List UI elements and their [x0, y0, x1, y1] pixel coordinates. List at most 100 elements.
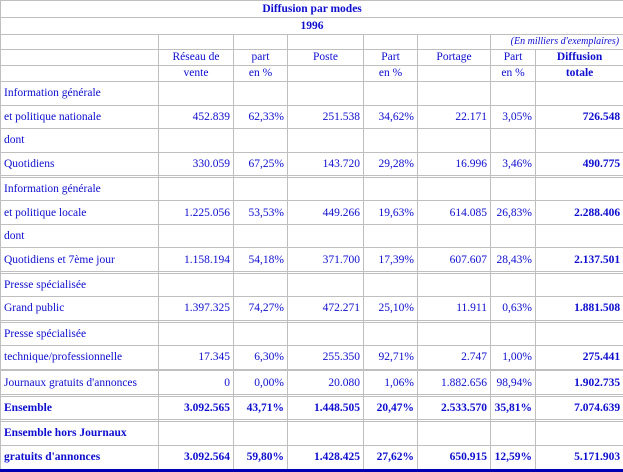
- cell-part-poste: [363, 421, 418, 446]
- table-row: Presse spécialisée: [0, 321, 623, 347]
- note-spacer: [417, 34, 491, 50]
- cell-portage: 650.915: [417, 444, 491, 472]
- note-spacer: [287, 34, 364, 50]
- row-label: et politique nationale: [0, 104, 159, 130]
- cell-portage: [417, 421, 491, 446]
- cell-part-reseau: 59,80%: [233, 444, 288, 472]
- row-label: dont: [0, 223, 159, 249]
- cell-part-portage: 0,63%: [490, 296, 536, 321]
- column-header-diffusion-2: totale: [534, 65, 623, 82]
- subtitle-row: 1996: [0, 17, 623, 35]
- cell-poste: 255.350: [287, 345, 364, 370]
- cell-poste: 1.448.505: [287, 395, 364, 421]
- column-header-portage-2: [417, 65, 491, 82]
- cell-diffusion-totale: [534, 128, 623, 153]
- row-label: Presse spécialisée: [0, 321, 159, 347]
- row-label: gratuits d'annonces: [0, 444, 159, 472]
- cell-diffusion-totale: 5.171.903: [534, 444, 623, 472]
- unit-note: (En milliers d'exemplaires): [489, 34, 623, 50]
- cell-portage: [417, 223, 491, 249]
- column-header-part1: part: [233, 49, 288, 66]
- cell-diffusion-totale: 1.881.508: [534, 296, 623, 321]
- cell-part-poste: [363, 81, 418, 106]
- cell-part-portage: 3,05%: [490, 104, 536, 130]
- cell-part-reseau: [233, 128, 288, 153]
- cell-part-poste: [363, 128, 418, 153]
- column-header-poste-2: [287, 65, 364, 82]
- cell-reseau-de-vente: [158, 223, 234, 249]
- cell-part-poste: [363, 321, 418, 347]
- cell-poste: 251.538: [287, 104, 364, 130]
- cell-poste: [287, 176, 364, 202]
- cell-reseau-de-vente: 330.059: [158, 151, 234, 177]
- row-label: Information générale: [0, 81, 159, 106]
- cell-part-portage: [490, 272, 536, 298]
- cell-part-reseau: 53,53%: [233, 200, 288, 225]
- row-label: Information générale: [0, 176, 159, 202]
- table-subtitle: 1996: [0, 17, 623, 35]
- column-header-reseau: Réseau de: [158, 49, 234, 66]
- column-header-part3: Part: [490, 49, 536, 66]
- column-header-reseau-2: vente: [158, 65, 234, 82]
- cell-diffusion-totale: 1.902.735: [534, 370, 623, 395]
- cell-part-portage: [490, 421, 536, 446]
- table-row: et politique nationale 452.839 62,33% 25…: [0, 104, 623, 130]
- note-row: (En milliers d'exemplaires): [0, 34, 623, 50]
- cell-part-portage: 98,94%: [490, 370, 536, 395]
- cell-poste: [287, 421, 364, 446]
- cell-part-poste: [363, 223, 418, 249]
- cell-reseau-de-vente: 452.839: [158, 104, 234, 130]
- table-row: et politique locale 1.225.056 53,53% 449…: [0, 200, 623, 225]
- cell-part-portage: 28,43%: [490, 247, 536, 272]
- cell-reseau-de-vente: 17.345: [158, 345, 234, 370]
- cell-portage: 16.996: [417, 151, 491, 177]
- cell-poste: 472.271: [287, 296, 364, 321]
- cell-portage: [417, 321, 491, 347]
- table-row: technique/professionnelle 17.345 6,30% 2…: [0, 345, 623, 370]
- cell-diffusion-totale: [534, 272, 623, 298]
- cell-diffusion-totale: [534, 421, 623, 446]
- cell-part-poste: 29,28%: [363, 151, 418, 177]
- cell-reseau-de-vente: 3.092.565: [158, 395, 234, 421]
- header-row-1: Réseau de part Poste Part Portage Part D…: [0, 49, 623, 66]
- cell-diffusion-totale: [534, 81, 623, 106]
- cell-poste: 143.720: [287, 151, 364, 177]
- note-spacer: [158, 34, 234, 50]
- table-row: Information générale: [0, 176, 623, 202]
- cell-poste: [287, 272, 364, 298]
- note-spacer: [363, 34, 418, 50]
- cell-part-portage: 12,59%: [490, 444, 536, 472]
- cell-reseau-de-vente: [158, 272, 234, 298]
- cell-part-reseau: 67,25%: [233, 151, 288, 177]
- table-title: Diffusion par modes: [0, 0, 623, 18]
- cell-diffusion-totale: [534, 223, 623, 249]
- column-header-poste: Poste: [287, 49, 364, 66]
- cell-part-reseau: 54,18%: [233, 247, 288, 272]
- cell-diffusion-totale: 490.775: [534, 151, 623, 177]
- table-row: Information générale: [0, 81, 623, 106]
- cell-portage: 11.911: [417, 296, 491, 321]
- cell-poste: 449.266: [287, 200, 364, 225]
- cell-portage: 22.171: [417, 104, 491, 130]
- cell-reseau-de-vente: 0: [158, 370, 234, 395]
- cell-part-portage: [490, 321, 536, 347]
- cell-diffusion-totale: [534, 321, 623, 347]
- cell-part-portage: [490, 81, 536, 106]
- cell-part-poste: 25,10%: [363, 296, 418, 321]
- cell-diffusion-totale: 2.288.406: [534, 200, 623, 225]
- note-spacer: [0, 34, 159, 50]
- table-row: Grand public 1.397.325 74,27% 472.271 25…: [0, 296, 623, 321]
- cell-part-poste: [363, 176, 418, 202]
- cell-diffusion-totale: [534, 176, 623, 202]
- cell-reseau-de-vente: [158, 421, 234, 446]
- cell-portage: 607.607: [417, 247, 491, 272]
- cell-portage: [417, 272, 491, 298]
- row-label: Quotidiens et 7ème jour: [0, 247, 159, 272]
- cell-diffusion-totale: 275.441: [534, 345, 623, 370]
- row-label: technique/professionnelle: [0, 345, 159, 370]
- cell-part-poste: 34,62%: [363, 104, 418, 130]
- note-spacer: [233, 34, 288, 50]
